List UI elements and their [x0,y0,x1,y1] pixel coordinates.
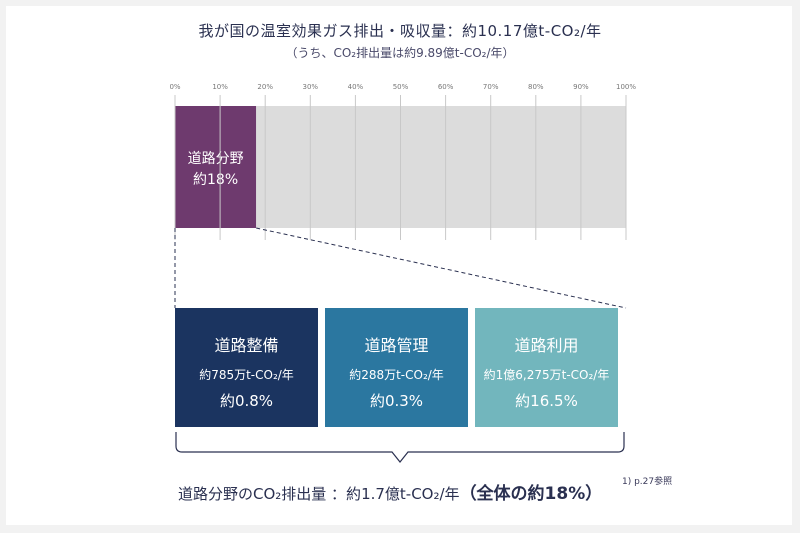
footer-summary: 道路分野のCO₂排出量 ：約1.7億t-CO₂/年（全体の約18%） [178,479,602,504]
segment-label: 約18% [193,172,238,188]
tick-label: 40% [348,83,364,91]
footnote: 1) p.27参照 [622,477,673,487]
bar-segment-1 [256,106,626,228]
card-share: 約0.3% [369,392,424,410]
figure-frame [6,6,792,525]
tick-label: 100% [616,83,636,91]
tick-label: 30% [303,83,319,91]
breakdown-card-road-management: 道路管理 約288万t-CO₂/年 約0.3% [325,308,468,427]
chart-subtitle: （うち、CO₂排出量は約9.89億t-CO₂/年） [285,46,515,60]
card-amount: 約1億6,275万t-CO₂/年 [483,368,610,382]
bar-segment-0 [175,106,257,228]
grouping-brace [175,432,625,463]
card-name: 道路管理 [364,336,429,355]
card-name: 道路整備 [214,336,279,355]
tick-label: 20% [257,83,273,91]
tick-label: 60% [438,83,454,91]
breakdown-card-road-construction: 道路整備 約785万t-CO₂/年 約0.8% [175,308,318,427]
tick-label: 0% [169,83,180,91]
tick-label: 50% [393,83,409,91]
card-share: 約16.5% [515,392,578,410]
card-name: 道路利用 [514,336,579,355]
footer-highlight: （全体の約18%） [459,484,603,504]
tick-label: 10% [212,83,228,91]
card-share: 約0.8% [219,392,274,410]
breakdown-card-road-usage: 道路利用 約1億6,275万t-CO₂/年 約16.5% [475,308,618,427]
tick-label: 70% [483,83,499,91]
card-amount: 約785万t-CO₂/年 [199,368,294,382]
chart-title: 我が国の温室効果ガス排出・吸収量：約10.17億t-CO₂/年 [198,22,602,40]
tick-label: 80% [528,83,544,91]
segment-label: 道路分野 [188,151,244,167]
segment-hitbox-1 [256,106,626,228]
footer-text: 道路分野のCO₂排出量 ：約1.7億t-CO₂/年 [178,485,460,503]
zoom-line-right [256,227,627,309]
segment-hitbox-0 [175,106,256,228]
tick-label: 90% [573,83,589,91]
card-amount: 約288万t-CO₂/年 [349,368,444,382]
